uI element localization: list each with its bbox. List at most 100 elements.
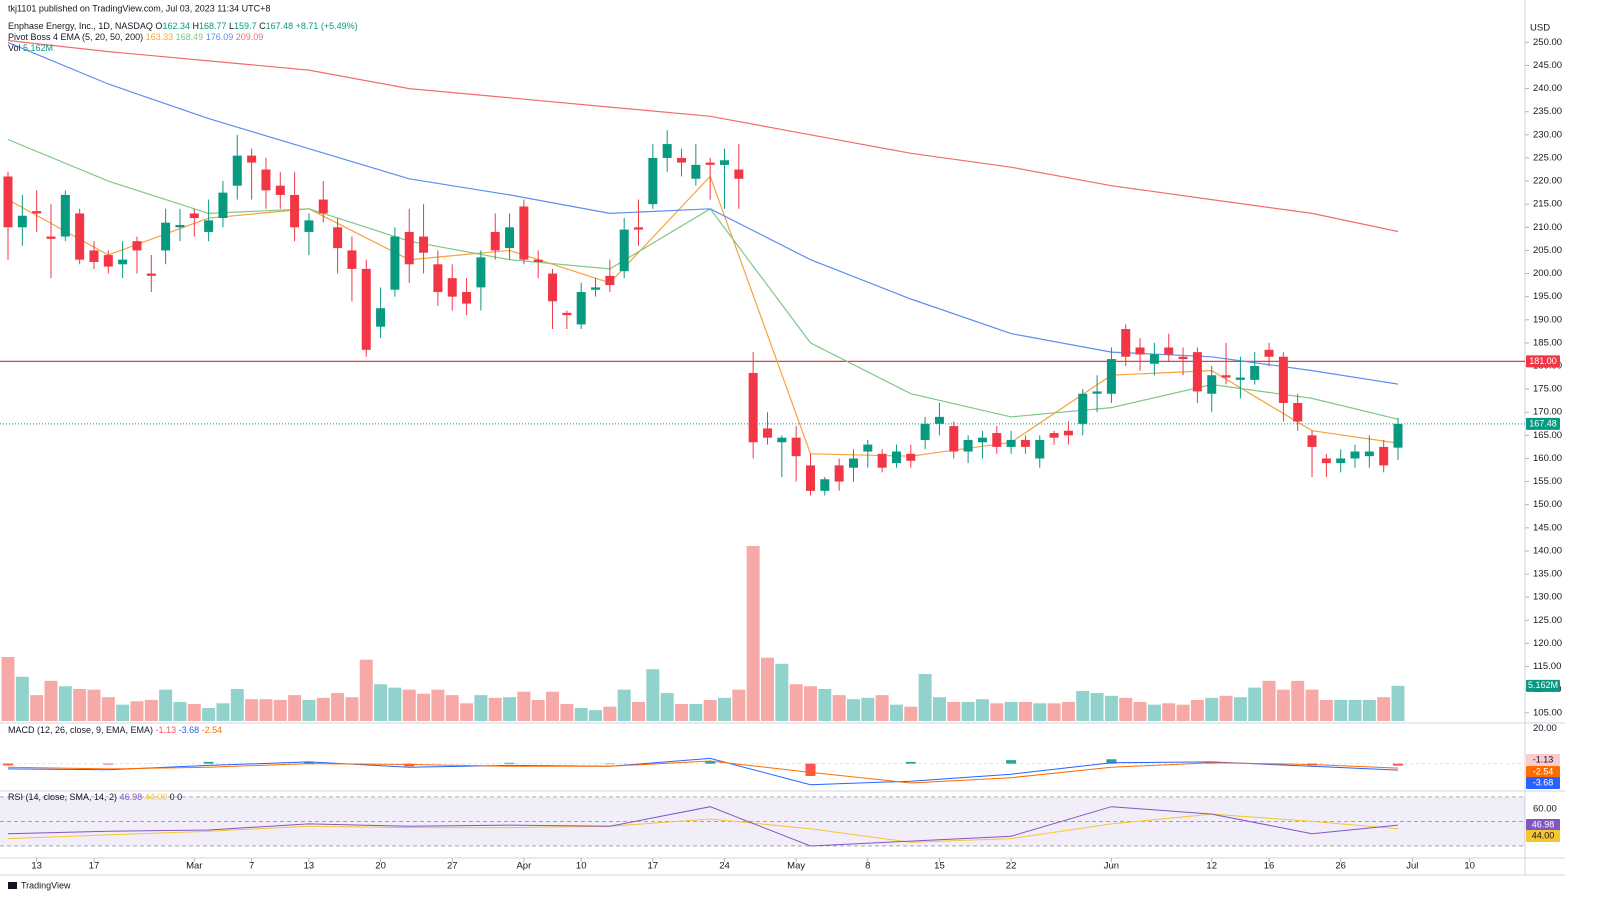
ema-line bbox=[7, 39, 1399, 233]
candle-body bbox=[591, 287, 601, 290]
legend-item: RSI (14, close, SMA, 14, 2) bbox=[8, 792, 117, 802]
candle-body bbox=[1178, 356, 1188, 360]
candle-body bbox=[992, 433, 1002, 447]
macd-histogram-bar bbox=[1106, 759, 1117, 764]
y-tick-label: 125.00 bbox=[1533, 615, 1562, 626]
volume-bar bbox=[331, 693, 345, 721]
legend-item: -2.54 bbox=[202, 725, 223, 735]
candle-body bbox=[376, 308, 386, 327]
candle-body bbox=[548, 273, 558, 302]
candle-body bbox=[1192, 352, 1202, 392]
legend-title: Enphase Energy, Inc., 1D, NASDAQ bbox=[8, 21, 153, 31]
volume-bar bbox=[1391, 685, 1405, 721]
marks: 105.00110.00115.00120.00125.00130.00135.… bbox=[0, 37, 1562, 872]
volume-bar bbox=[660, 693, 674, 721]
candle-body bbox=[720, 160, 729, 165]
volume-bar bbox=[1047, 703, 1061, 721]
x-tick-label: Mar bbox=[186, 861, 202, 872]
candle-body bbox=[275, 185, 285, 195]
candle-body bbox=[318, 199, 328, 214]
price-label: 44.00 bbox=[1532, 830, 1555, 840]
volume-bar bbox=[961, 701, 975, 721]
price-label-box bbox=[1526, 777, 1560, 789]
volume-bar bbox=[216, 703, 230, 721]
candle-body bbox=[1264, 349, 1274, 357]
candle-body bbox=[1293, 402, 1303, 422]
legend-item: -3.68 bbox=[179, 725, 200, 735]
x-tick-label: Jun bbox=[1104, 861, 1119, 872]
candle-body bbox=[89, 250, 99, 262]
legend-item: Pivot Boss 4 EMA (5, 20, 50, 200) bbox=[8, 32, 143, 42]
macd-histogram-bar bbox=[705, 761, 716, 764]
volume-bar bbox=[589, 710, 603, 721]
volume-bar bbox=[1248, 687, 1262, 721]
y-tick-label: 170.00 bbox=[1533, 407, 1562, 418]
volume-bar bbox=[689, 703, 703, 721]
volume-bar bbox=[517, 691, 531, 721]
currency: USD bbox=[1530, 23, 1550, 34]
y-tick-label: 20.00 bbox=[1533, 723, 1557, 734]
y-tick-label: 140.00 bbox=[1533, 545, 1562, 556]
candle-body bbox=[46, 236, 56, 239]
candle-body bbox=[920, 423, 930, 440]
volume-bar bbox=[417, 693, 431, 721]
volume-bar bbox=[546, 691, 560, 721]
volume-bar bbox=[273, 699, 287, 721]
legend-line: Pivot Boss 4 EMA (5, 20, 50, 200) 163.33… bbox=[8, 32, 263, 42]
x-tick-label: 10 bbox=[576, 861, 587, 872]
candle-body bbox=[232, 155, 242, 186]
price-label: -1.13 bbox=[1533, 754, 1554, 764]
y-tick-label: 160.00 bbox=[1533, 453, 1562, 464]
candle-body bbox=[777, 437, 787, 443]
y-tick-label: 190.00 bbox=[1533, 314, 1562, 325]
x-tick-label: 20 bbox=[375, 861, 386, 872]
volume-bar bbox=[187, 703, 201, 721]
volume-bar bbox=[288, 695, 302, 721]
legend-item: 46.98 bbox=[120, 792, 143, 802]
candle-body bbox=[261, 169, 271, 191]
candle-body bbox=[132, 241, 142, 251]
x-tick-label: Apr bbox=[516, 861, 531, 872]
candle-body bbox=[1020, 439, 1030, 447]
legend-item: Vol bbox=[8, 43, 21, 53]
ohlc-value: 167.48 bbox=[266, 21, 294, 31]
y-tick-label: 165.00 bbox=[1533, 430, 1562, 441]
volume-bar bbox=[531, 699, 545, 721]
volume-bar bbox=[632, 701, 646, 721]
candle-body bbox=[247, 155, 257, 163]
candle-body bbox=[347, 250, 357, 269]
volume-bar bbox=[846, 699, 860, 721]
candle-body bbox=[404, 231, 414, 265]
ohlc-value: 162.34 bbox=[162, 21, 190, 31]
volume-bar bbox=[1377, 697, 1391, 721]
rsi-line bbox=[7, 806, 1399, 847]
candle-body bbox=[1164, 347, 1174, 355]
price-label-box bbox=[1526, 830, 1560, 842]
volume-bar bbox=[1076, 691, 1090, 721]
price-label: 167.48 bbox=[1529, 418, 1557, 428]
price-label-box bbox=[1526, 819, 1560, 831]
candle-body bbox=[1035, 439, 1045, 459]
volume-bar bbox=[1133, 701, 1147, 721]
attribution: tkj1101 published on TradingView.com, Ju… bbox=[8, 3, 270, 13]
candle-body bbox=[1379, 446, 1389, 466]
volume-bar bbox=[58, 686, 72, 721]
x-tick-label: 22 bbox=[1006, 861, 1017, 872]
candle-body bbox=[1364, 451, 1374, 457]
y-tick-label: 115.00 bbox=[1533, 661, 1561, 672]
volume-bar bbox=[30, 695, 44, 721]
volume-bar bbox=[101, 697, 115, 721]
volume-bar bbox=[460, 703, 474, 721]
volume-bar bbox=[1004, 701, 1018, 721]
volume-bar bbox=[718, 697, 731, 721]
legend-item: 168.49 bbox=[176, 32, 204, 42]
volume-bar bbox=[474, 695, 488, 721]
macd-histogram-bar bbox=[203, 761, 214, 764]
y-tick-label: 240.00 bbox=[1533, 83, 1562, 94]
volume-bar bbox=[803, 686, 817, 721]
candle-body bbox=[204, 220, 214, 232]
volume-bar bbox=[159, 689, 173, 721]
volume-bar bbox=[87, 689, 101, 721]
y-tick-label: 175.00 bbox=[1533, 384, 1562, 395]
